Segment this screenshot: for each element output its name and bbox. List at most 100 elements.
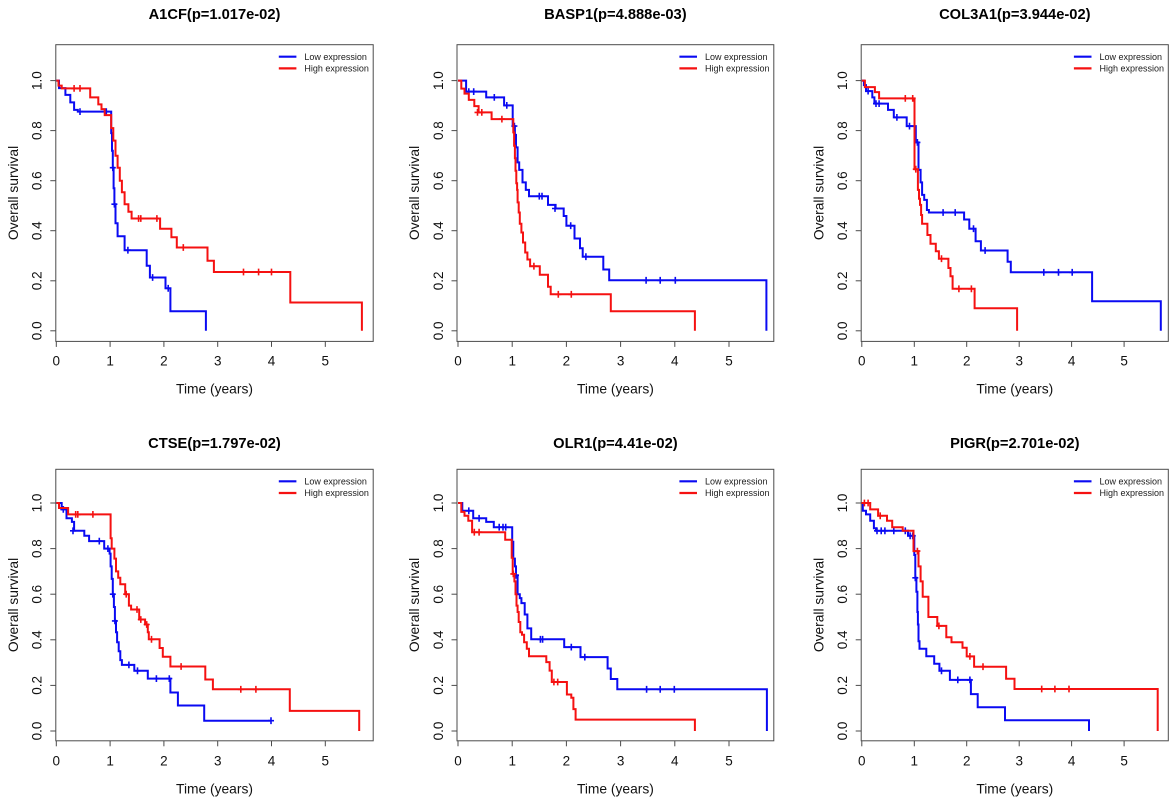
svg-text:0.0: 0.0 <box>431 722 446 741</box>
svg-text:1.0: 1.0 <box>835 494 850 513</box>
svg-text:Overall survival: Overall survival <box>6 558 21 652</box>
svg-text:0.4: 0.4 <box>835 630 850 649</box>
svg-text:PIGR(p=2.701e-02): PIGR(p=2.701e-02) <box>950 436 1079 452</box>
svg-text:Low expression: Low expression <box>304 52 367 62</box>
svg-text:Time (years): Time (years) <box>577 382 654 397</box>
svg-text:Low expression: Low expression <box>705 52 768 62</box>
svg-text:5: 5 <box>1120 354 1128 369</box>
svg-text:Time (years): Time (years) <box>176 382 253 397</box>
svg-text:0.0: 0.0 <box>30 722 45 741</box>
svg-text:4: 4 <box>1068 354 1076 369</box>
svg-text:High expression: High expression <box>705 64 770 74</box>
svg-text:0.8: 0.8 <box>431 121 446 140</box>
svg-text:High expression: High expression <box>304 488 369 498</box>
svg-text:CTSE(p=1.797e-02): CTSE(p=1.797e-02) <box>148 436 281 452</box>
svg-text:4: 4 <box>268 753 276 768</box>
svg-text:BASP1(p=4.888e-03): BASP1(p=4.888e-03) <box>544 7 687 23</box>
svg-text:1.0: 1.0 <box>835 71 850 90</box>
svg-text:0.6: 0.6 <box>30 585 45 604</box>
svg-text:0: 0 <box>53 753 61 768</box>
svg-text:5: 5 <box>322 753 330 768</box>
svg-text:Overall survival: Overall survival <box>811 558 826 652</box>
svg-text:2: 2 <box>963 354 971 369</box>
svg-text:High expression: High expression <box>1100 488 1165 498</box>
svg-text:5: 5 <box>725 753 733 768</box>
svg-text:2: 2 <box>563 753 571 768</box>
svg-text:0.8: 0.8 <box>431 539 446 558</box>
svg-text:1.0: 1.0 <box>30 71 45 90</box>
svg-text:0.8: 0.8 <box>835 539 850 558</box>
svg-text:Overall survival: Overall survival <box>6 146 21 240</box>
svg-text:0.8: 0.8 <box>30 539 45 558</box>
svg-text:Overall survival: Overall survival <box>407 146 422 240</box>
svg-text:Low expression: Low expression <box>705 477 768 487</box>
svg-text:COL3A1(p=3.944e-02): COL3A1(p=3.944e-02) <box>939 7 1091 23</box>
svg-text:0: 0 <box>858 354 866 369</box>
svg-text:4: 4 <box>1068 753 1076 768</box>
svg-text:0.2: 0.2 <box>431 271 446 290</box>
svg-text:0.6: 0.6 <box>835 171 850 190</box>
svg-text:2: 2 <box>563 354 571 369</box>
svg-text:2: 2 <box>160 753 168 768</box>
svg-text:Time (years): Time (years) <box>976 382 1053 397</box>
svg-text:0: 0 <box>858 753 866 768</box>
svg-text:4: 4 <box>671 753 679 768</box>
svg-text:Time (years): Time (years) <box>176 782 253 797</box>
svg-text:3: 3 <box>617 753 625 768</box>
svg-text:Overall survival: Overall survival <box>811 146 826 240</box>
svg-text:5: 5 <box>725 354 733 369</box>
svg-text:0.4: 0.4 <box>30 630 45 649</box>
svg-text:3: 3 <box>1015 753 1023 768</box>
svg-text:1: 1 <box>106 753 114 768</box>
svg-text:2: 2 <box>160 354 168 369</box>
svg-text:0.0: 0.0 <box>431 321 446 340</box>
svg-text:1: 1 <box>508 354 516 369</box>
svg-text:0.2: 0.2 <box>431 676 446 695</box>
svg-text:A1CF(p=1.017e-02): A1CF(p=1.017e-02) <box>149 7 281 23</box>
svg-text:0: 0 <box>53 354 61 369</box>
svg-text:3: 3 <box>214 753 222 768</box>
svg-text:4: 4 <box>268 354 276 369</box>
svg-text:0: 0 <box>454 354 462 369</box>
svg-text:0.2: 0.2 <box>30 271 45 290</box>
svg-text:High expression: High expression <box>304 64 369 74</box>
svg-text:0.6: 0.6 <box>431 585 446 604</box>
svg-text:0.8: 0.8 <box>835 121 850 140</box>
svg-text:0.0: 0.0 <box>835 722 850 741</box>
svg-text:3: 3 <box>214 354 222 369</box>
svg-text:0.4: 0.4 <box>431 630 446 649</box>
svg-text:0.2: 0.2 <box>835 271 850 290</box>
svg-text:0.0: 0.0 <box>30 321 45 340</box>
svg-text:Low expression: Low expression <box>1100 477 1163 487</box>
svg-text:0.4: 0.4 <box>431 221 446 240</box>
svg-text:4: 4 <box>671 354 679 369</box>
svg-text:0.6: 0.6 <box>30 171 45 190</box>
svg-text:0.2: 0.2 <box>835 676 850 695</box>
svg-text:2: 2 <box>963 753 971 768</box>
svg-text:0.0: 0.0 <box>835 321 850 340</box>
svg-text:5: 5 <box>1120 753 1128 768</box>
svg-text:Time (years): Time (years) <box>577 782 654 797</box>
svg-text:High expression: High expression <box>705 488 770 498</box>
svg-text:Overall survival: Overall survival <box>407 558 422 652</box>
svg-text:OLR1(p=4.41e-02): OLR1(p=4.41e-02) <box>553 436 678 452</box>
svg-text:1: 1 <box>106 354 114 369</box>
svg-text:0.8: 0.8 <box>30 121 45 140</box>
svg-text:1.0: 1.0 <box>431 71 446 90</box>
svg-text:0.6: 0.6 <box>431 171 446 190</box>
svg-text:1: 1 <box>911 354 919 369</box>
svg-text:0.4: 0.4 <box>30 221 45 240</box>
svg-text:0.4: 0.4 <box>835 221 850 240</box>
svg-text:0: 0 <box>454 753 462 768</box>
svg-text:3: 3 <box>617 354 625 369</box>
svg-text:5: 5 <box>322 354 330 369</box>
svg-text:0.2: 0.2 <box>30 676 45 695</box>
svg-text:Low expression: Low expression <box>1100 52 1163 62</box>
svg-text:High expression: High expression <box>1100 64 1165 74</box>
svg-text:1: 1 <box>911 753 919 768</box>
svg-text:3: 3 <box>1015 354 1023 369</box>
svg-text:0.6: 0.6 <box>835 585 850 604</box>
svg-text:1.0: 1.0 <box>431 494 446 513</box>
svg-text:1.0: 1.0 <box>30 494 45 513</box>
svg-text:1: 1 <box>508 753 516 768</box>
